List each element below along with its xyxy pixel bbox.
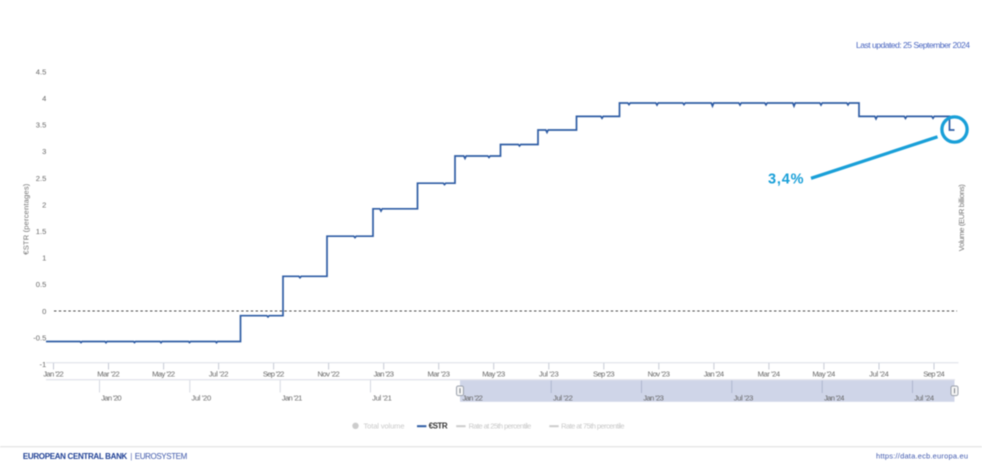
svg-text:3: 3 — [42, 147, 46, 156]
svg-text:4: 4 — [42, 94, 46, 103]
svg-text:Jul '22: Jul '22 — [553, 393, 573, 402]
svg-text:Jul '24: Jul '24 — [914, 393, 934, 402]
svg-text:https://data.ecb.europa.eu: https://data.ecb.europa.eu — [876, 452, 968, 461]
svg-text:Jul '20: Jul '20 — [191, 393, 211, 402]
svg-text:4.5: 4.5 — [36, 67, 47, 76]
svg-text:€STR: €STR — [429, 422, 448, 431]
svg-text:Nov '22: Nov '22 — [317, 370, 339, 379]
svg-text:Sep '22: Sep '22 — [263, 370, 285, 379]
svg-text:0: 0 — [42, 307, 46, 316]
svg-text:May '24: May '24 — [812, 370, 835, 379]
svg-text:Mar '24: Mar '24 — [758, 370, 781, 379]
svg-text:Jan '23: Jan '23 — [373, 370, 394, 379]
svg-text:Total volume: Total volume — [364, 422, 405, 431]
svg-text:Jan '21: Jan '21 — [282, 393, 303, 402]
svg-text:Jan '22: Jan '22 — [462, 393, 483, 402]
svg-text:Jul '21: Jul '21 — [372, 393, 392, 402]
svg-text:Jul '23: Jul '23 — [734, 393, 754, 402]
svg-text:Jan '20: Jan '20 — [101, 393, 122, 402]
svg-text:2.5: 2.5 — [36, 174, 47, 183]
svg-text:-1: -1 — [40, 360, 47, 369]
svg-text:€STR (percentages): €STR (percentages) — [22, 183, 31, 254]
svg-text:Jan '22: Jan '22 — [43, 370, 64, 379]
svg-text:Nov '23: Nov '23 — [648, 370, 670, 379]
svg-text:Rate at 25th percentile: Rate at 25th percentile — [469, 422, 532, 431]
svg-text:Jul '23: Jul '23 — [539, 370, 559, 379]
svg-text:|: | — [130, 452, 132, 461]
svg-text:May '22: May '22 — [152, 370, 175, 379]
svg-text:Last updated: 25 September 202: Last updated: 25 September 2024 — [856, 40, 970, 50]
svg-text:Jan '23: Jan '23 — [643, 393, 664, 402]
svg-text:2: 2 — [42, 200, 46, 209]
svg-text:Rate at 75th percentile: Rate at 75th percentile — [561, 422, 624, 431]
svg-text:May '23: May '23 — [482, 370, 505, 379]
svg-text:Sep '23: Sep '23 — [593, 370, 615, 379]
svg-text:Jan '24: Jan '24 — [704, 370, 725, 379]
svg-text:Mar '23: Mar '23 — [427, 370, 450, 379]
svg-text:3.5: 3.5 — [36, 121, 47, 130]
svg-text:Jul '22: Jul '22 — [209, 370, 229, 379]
svg-text:Jan '24: Jan '24 — [824, 393, 845, 402]
svg-text:1: 1 — [42, 254, 46, 263]
svg-text:1.5: 1.5 — [36, 227, 47, 236]
svg-text:3,4%: 3,4% — [768, 172, 804, 188]
svg-text:Jul '24: Jul '24 — [869, 370, 889, 379]
svg-text:0.5: 0.5 — [36, 280, 47, 289]
svg-text:Sep '24: Sep '24 — [923, 370, 945, 379]
svg-text:EUROPEAN CENTRAL BANK: EUROPEAN CENTRAL BANK — [23, 452, 128, 461]
svg-text:Mar '22: Mar '22 — [97, 370, 120, 379]
svg-text:-0.5: -0.5 — [33, 333, 46, 342]
svg-text:Volume (EUR billions): Volume (EUR billions) — [957, 184, 966, 251]
svg-text:EUROSYSTEM: EUROSYSTEM — [135, 452, 188, 461]
